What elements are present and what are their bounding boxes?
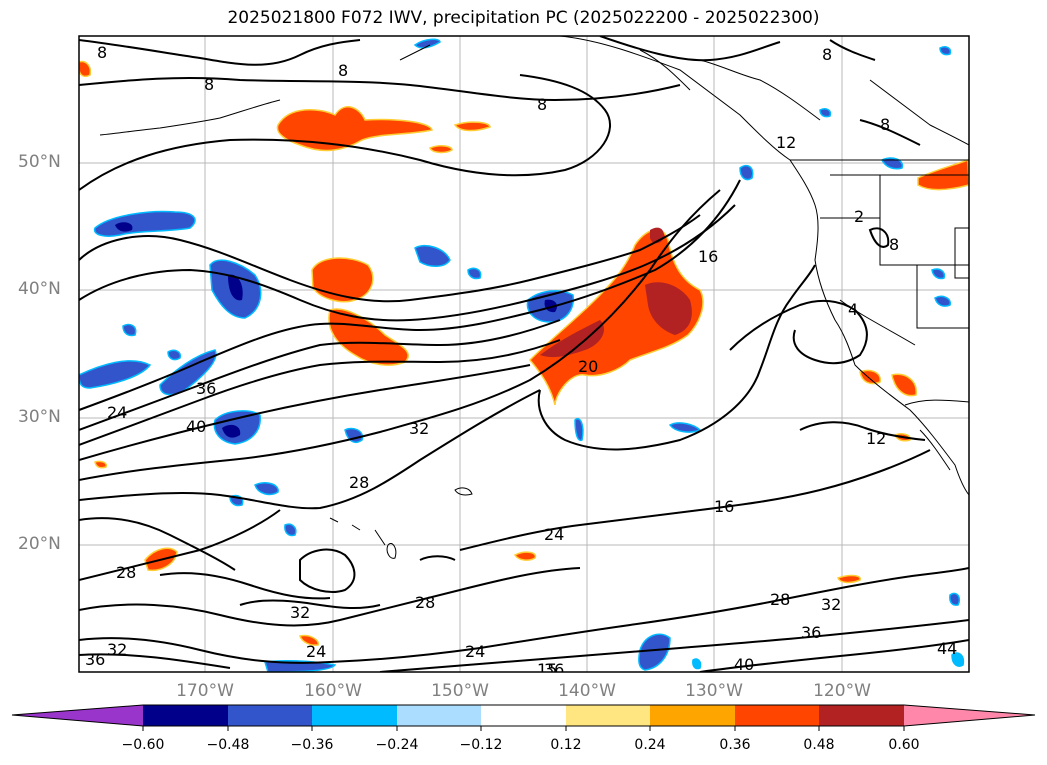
contour-label: 12: [776, 133, 796, 152]
latitude-label: 20°N: [18, 534, 61, 554]
colorbar-segment: [819, 705, 904, 726]
colorbar-tick-label: 0.36: [719, 737, 751, 753]
contour-label: 8: [338, 61, 348, 80]
colorbar-segment: [735, 705, 819, 726]
colorbar-tick-label: 0.24: [634, 737, 666, 753]
contour-label: 16: [698, 247, 718, 266]
colorbar: [11, 704, 1036, 731]
contour-label: 28: [116, 563, 136, 582]
contour-label: 32: [409, 419, 429, 438]
contour-label: 36: [544, 660, 564, 679]
colorbar-tick-label: −0.12: [459, 737, 503, 753]
contour-label: 36: [85, 650, 105, 669]
map-plot-area: 8 8 8 8 8 12 16 20 2 8 4 12 24 36 40 32 …: [79, 36, 969, 679]
contour-label: 32: [107, 640, 127, 659]
latitude-label: 30°N: [18, 407, 61, 427]
longitude-label: 130°W: [685, 681, 743, 701]
contour-label: 24: [306, 642, 326, 661]
contour-label: 28: [770, 590, 790, 609]
longitude-label: 120°W: [813, 681, 871, 701]
longitude-label: 140°W: [558, 681, 616, 701]
colorbar-tick-label: 0.60: [888, 737, 920, 753]
colorbar-tick-label: −0.48: [206, 737, 250, 753]
colorbar-tick-label: −0.60: [121, 737, 165, 753]
iwv-contours: [79, 36, 969, 672]
longitude-label: 150°W: [431, 681, 489, 701]
contour-label: 8: [97, 43, 107, 62]
contour-label: 16: [714, 497, 734, 516]
colorbar-segment: [312, 705, 397, 726]
colorbar-segment: [228, 705, 312, 726]
contour-label: 24: [465, 642, 485, 661]
contour-label: 8: [880, 115, 890, 134]
colorbar-segment: [397, 705, 481, 726]
contour-labels: 8 8 8 8 8 12 16 20 2 8 4 12 24 36 40 32 …: [85, 43, 957, 679]
colorbar-extend-min: [12, 705, 143, 726]
contour-label: 8: [822, 45, 832, 64]
contour-label: 44: [937, 639, 957, 658]
colorbar-tick-label: −0.36: [290, 737, 334, 753]
colorbar-tick-label: 0.48: [803, 737, 835, 753]
contour-label: 15: [537, 660, 557, 679]
graticule: [79, 36, 969, 672]
contour-label: 36: [196, 379, 216, 398]
latitude-label: 40°N: [18, 279, 61, 299]
contour-label: 2: [854, 207, 864, 226]
latitude-label: 50°N: [18, 152, 61, 172]
colorbar-tick-label: −0.24: [375, 737, 419, 753]
colorbar-segment: [650, 705, 735, 726]
contour-label: 36: [801, 623, 821, 642]
contour-label: 40: [186, 417, 206, 436]
contour-label: 40: [734, 655, 754, 674]
colorbar-segment: [566, 705, 650, 726]
iwv-contours-low: [79, 517, 331, 600]
contour-label: 8: [889, 235, 899, 254]
contour-label: 28: [349, 473, 369, 492]
contour-label: 20: [578, 357, 598, 376]
map-title: 2025021800 F072 IWV, precipitation PC (2…: [227, 8, 820, 28]
contour-label: 8: [204, 75, 214, 94]
contour-label: 28: [415, 593, 435, 612]
colorbar-tick-label: 0.12: [550, 737, 582, 753]
coastlines: [99, 36, 969, 559]
colorbar-extend-max: [904, 705, 1035, 726]
contour-label: 32: [821, 595, 841, 614]
contour-label: 12: [866, 429, 886, 448]
contour-label: 32: [290, 603, 310, 622]
colorbar-segment: [143, 705, 228, 726]
longitude-label: 160°W: [304, 681, 362, 701]
negative-anomaly-fields: [79, 38, 965, 672]
contour-label: 8: [537, 95, 547, 114]
colorbar-segment: [481, 705, 566, 726]
map-frame: [78, 35, 970, 673]
contour-label: 24: [544, 525, 564, 544]
contour-label: 24: [107, 403, 127, 422]
longitude-label: 170°W: [176, 681, 234, 701]
contour-label: 4: [848, 300, 858, 319]
